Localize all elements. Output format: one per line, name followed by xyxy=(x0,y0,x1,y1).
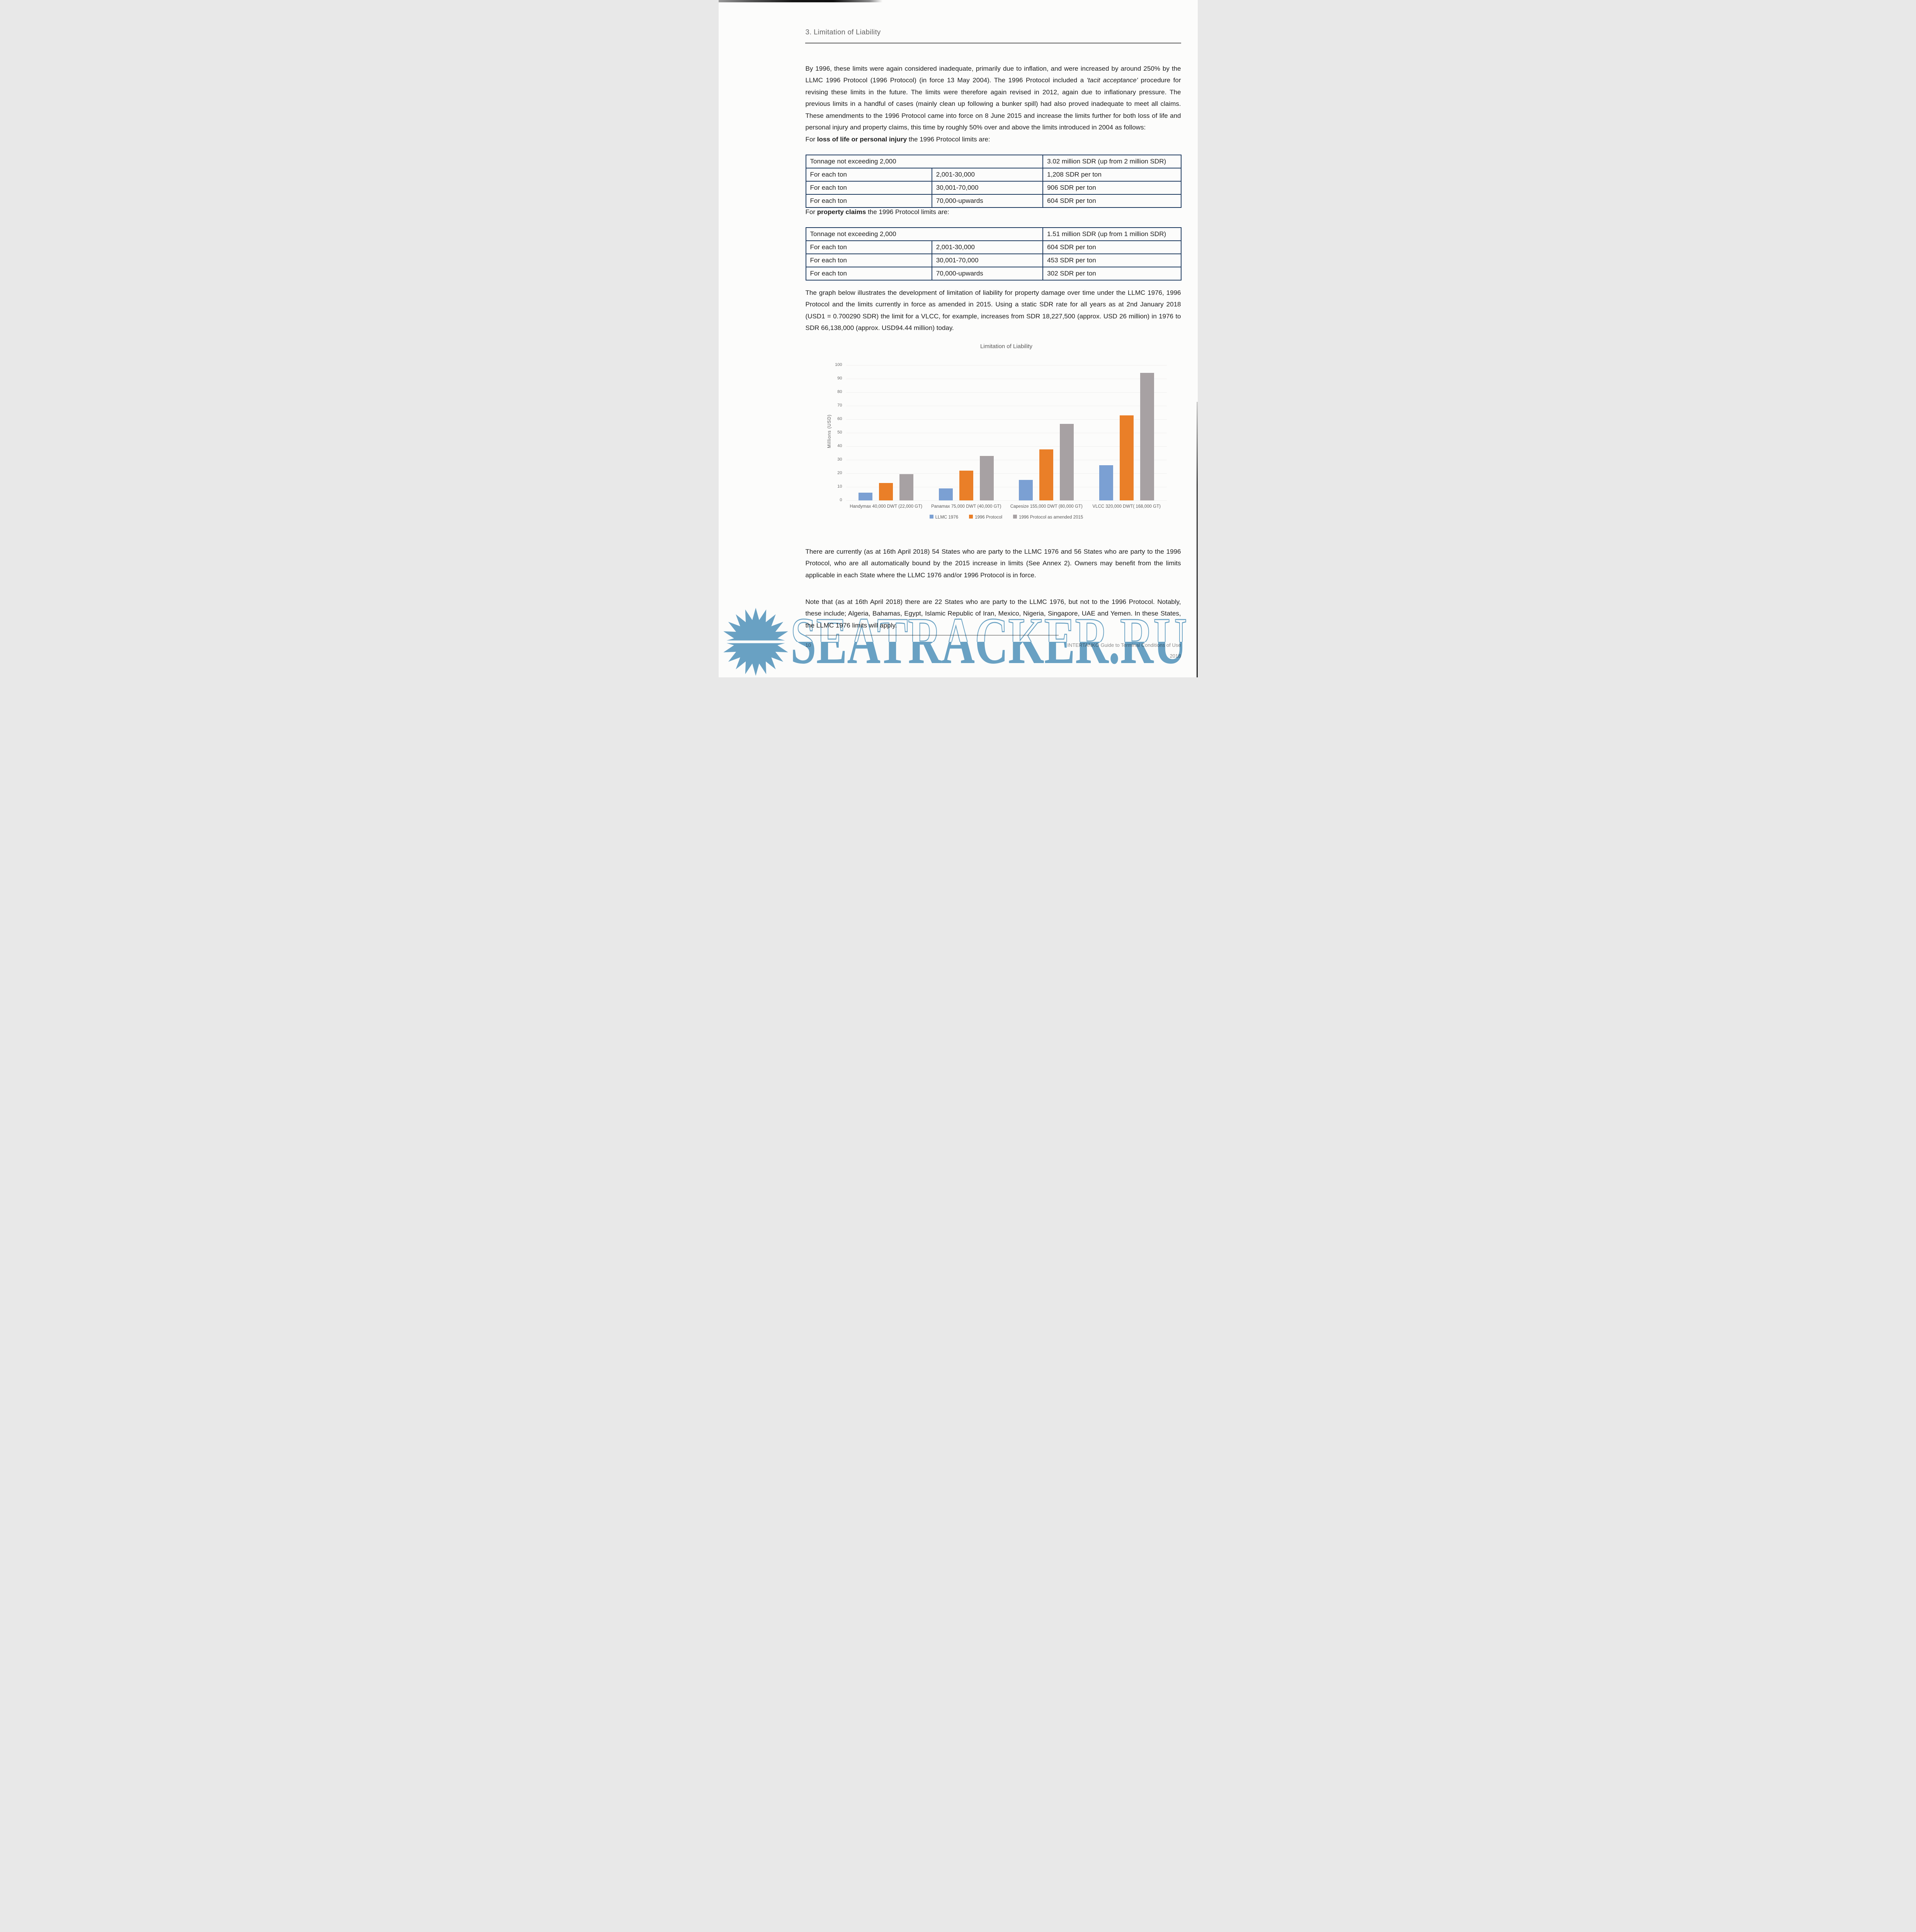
watermark-text-outline: SEATRACKER.RU xyxy=(791,606,1187,677)
leadin-suffix: the 1996 Protocol limits are: xyxy=(907,136,990,143)
chart-bar xyxy=(1019,480,1033,500)
chart-bar xyxy=(859,493,873,500)
heading-divider xyxy=(805,43,1181,44)
footer-divider xyxy=(805,635,1059,636)
chart-bar xyxy=(979,456,994,500)
intro-paragraph: By 1996, these limits were again conside… xyxy=(806,63,1181,133)
watermark-text-solid: SEATRACKER.RU xyxy=(791,606,1187,677)
y-tick-label: 90 xyxy=(837,376,842,381)
chart-bar xyxy=(1060,424,1074,500)
leadin-bold: property claims xyxy=(817,208,866,216)
chart-bar xyxy=(899,474,914,500)
chart-legend: LLMC 1976 1996 Protocol 1996 Protocol as a… xyxy=(846,515,1167,520)
injury-limits-table: Tonnage not exceeding 2,000 3.02 million … xyxy=(805,155,1182,208)
y-tick-label: 20 xyxy=(837,471,842,475)
x-category-label: Capesize 155,000 DWT (80,000 GT) xyxy=(1010,504,1083,509)
chart-bar xyxy=(879,483,893,500)
chart-title: Limitation of Liability xyxy=(980,343,1033,350)
y-tick-label: 50 xyxy=(837,430,842,435)
scan-artifact-right-edge xyxy=(1196,402,1198,677)
legend-swatch xyxy=(1013,515,1017,519)
leadin-suffix: the 1996 Protocol limits are: xyxy=(866,208,949,216)
page-number: 10 xyxy=(805,642,811,648)
note-paragraph: Note that (as at 16th April 2018) there … xyxy=(805,598,1181,629)
table-row: For each ton 30,001-70,000 906 SDR per ton xyxy=(805,181,1182,195)
section-heading: 3. Limitation of Liability xyxy=(805,28,881,36)
table-row: Tonnage not exceeding 2,000 1.51 million … xyxy=(805,227,1182,241)
states-paragraph: There are currently (as at 16th April 20… xyxy=(805,548,1181,579)
chart-bar xyxy=(1140,372,1154,500)
legend-item: LLMC 1976 xyxy=(929,515,958,520)
limitation-chart: Limitation of Liability Millions (USD) 0… xyxy=(806,340,1181,522)
leadin-prefix: For xyxy=(805,208,817,216)
y-tick-label: 80 xyxy=(837,389,842,394)
sun-icon xyxy=(719,608,792,676)
chart-plot-area: 0 10 20 30 40 50 60 70 80 90 100 Handymax 40,000 DW… xyxy=(835,362,1167,509)
y-tick-label: 0 xyxy=(840,498,842,502)
intro-text-italic: 'tacit acceptance' xyxy=(1086,77,1138,84)
document-page: 3. Limitation of Liability By 1996, thes… xyxy=(718,0,1198,677)
x-category-label: Panamax 75,000 DWT (40,000 GT) xyxy=(931,504,1001,509)
leadin-bold: loss of life or personal injury xyxy=(817,136,907,143)
y-tick-label: 100 xyxy=(835,362,842,367)
chart-bar xyxy=(938,488,953,500)
intro-text-a: By 1996, these limits were again conside… xyxy=(805,65,1181,84)
legend-item: 1996 Protocol xyxy=(969,515,1002,520)
table-row: Tonnage not exceeding 2,000 3.02 million … xyxy=(805,155,1182,168)
footer-year: 2018 xyxy=(1170,653,1181,659)
x-category-label: VLCC 320,000 DWT( 168,000 GT) xyxy=(1092,504,1161,509)
graph-paragraph: The graph below illustrates the developm… xyxy=(805,289,1181,332)
chart-bar xyxy=(959,471,973,500)
injury-table-leadin: For loss of life or personal injury the … xyxy=(806,136,1181,143)
y-tick-label: 30 xyxy=(837,457,842,462)
table-row: For each ton 70,000-upwards 302 SDR per to… xyxy=(805,267,1182,281)
legend-swatch xyxy=(969,515,973,519)
property-table-leadin: For property claims the 1996 Protocol li… xyxy=(806,208,1181,216)
seatracker-watermark: SEATRACKER.RU SEATRACKER.RU xyxy=(719,606,1187,677)
x-category-label: Handymax 40,000 DWT (22,000 GT) xyxy=(850,504,923,509)
table-row: For each ton 70,000-upwards 604 SDR per to… xyxy=(805,194,1182,208)
table-row: For each ton 2,001-30,000 1,208 SDR per to… xyxy=(805,168,1182,182)
y-tick-label: 70 xyxy=(837,403,842,408)
y-tick-label: 60 xyxy=(837,417,842,421)
intro-text-b: procedure for revising these limits in t… xyxy=(805,77,1181,131)
legend-item: 1996 Protocol as amended 2015 xyxy=(1013,515,1083,520)
y-tick-label: 40 xyxy=(837,444,842,448)
table-row: For each ton 30,001-70,000 453 SDR per ton xyxy=(805,253,1182,267)
y-tick-label: 10 xyxy=(837,484,842,489)
legend-swatch xyxy=(929,515,933,519)
chart-bar xyxy=(1039,449,1054,500)
table-row: For each ton 2,001-30,000 604 SDR per ton xyxy=(805,240,1182,254)
leadin-prefix: For xyxy=(805,136,817,143)
footer-title: INTERTANKO Guide to Terminal Conditions … xyxy=(1067,642,1181,648)
chart-bar xyxy=(1099,465,1113,500)
chart-bar xyxy=(1119,415,1134,500)
property-limits-table: Tonnage not exceeding 2,000 1.51 million … xyxy=(805,227,1182,281)
scan-artifact-top xyxy=(718,0,882,2)
